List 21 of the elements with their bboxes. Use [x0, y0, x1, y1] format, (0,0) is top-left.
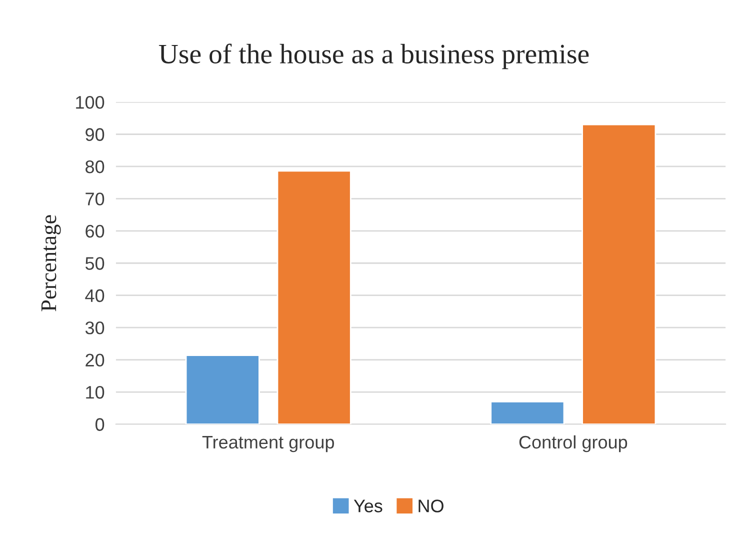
y-axis-title: Percentage [41, 215, 61, 312]
y-tick-label: 10 [86, 386, 104, 399]
y-tick-label: 100 [76, 96, 104, 109]
y-tick-label: 50 [85, 257, 104, 270]
y-tick-label: 20 [86, 354, 104, 367]
legend-label: NO [418, 500, 444, 512]
bar [490, 400, 565, 424]
x-tick-label: Treatment group [202, 436, 334, 452]
bar [582, 124, 656, 424]
bar [276, 170, 352, 424]
y-tick-label: 0 [95, 418, 104, 431]
chart-title: Use of the house as a business premise [158, 44, 589, 70]
y-tick-label: 80 [86, 160, 104, 174]
x-tick-label: Control group [519, 435, 628, 452]
y-tick-label: 90 [86, 128, 104, 141]
y-tick-label: 40 [85, 289, 104, 302]
bar [185, 354, 260, 424]
y-tick-label: 30 [85, 322, 104, 334]
y-tick-label: 60 [86, 224, 104, 238]
y-tick-label: 70 [86, 192, 104, 206]
legend-label: Yes [354, 500, 382, 512]
